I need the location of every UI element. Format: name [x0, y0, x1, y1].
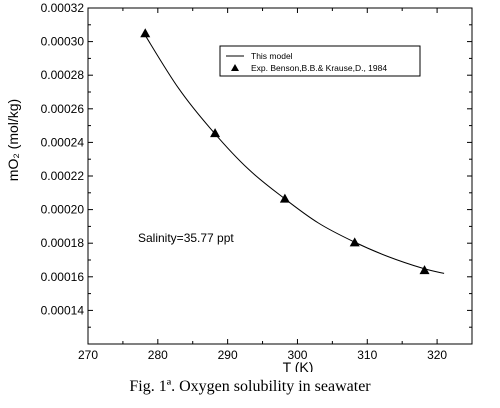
experimental-data-point [419, 265, 430, 275]
salinity-annotation: Salinity=35.77 ppt [138, 231, 234, 245]
legend-triangle-marker [231, 64, 239, 71]
legend-box [219, 45, 421, 77]
legend-label-this-model: This model [251, 51, 293, 61]
y-tick-label: 0.00026 [41, 102, 85, 116]
y-tick-label: 0.00022 [41, 169, 85, 183]
experimental-data-point [140, 28, 151, 38]
y-axis-title: mO₂ (mol/kg) [5, 99, 21, 181]
x-tick-label: 290 [218, 348, 238, 362]
x-tick-label: 320 [427, 348, 447, 362]
experimental-data-point [279, 193, 290, 203]
y-tick-label: 0.00014 [41, 303, 85, 317]
y-tick-label: 0.00028 [41, 68, 85, 82]
x-tick-label: 280 [148, 348, 168, 362]
y-tick-label: 0.00024 [41, 135, 85, 149]
x-tick-label: 310 [357, 348, 377, 362]
legend-label-experimental: Exp. Benson,B.B.& Krause,D., 1984 [251, 63, 387, 73]
experimental-data-point [349, 237, 360, 247]
y-tick-labels: 0.00014 0.00016 0.00018 0.00020 0.00022 0.000… [41, 1, 85, 317]
x-tick-label: 300 [287, 348, 307, 362]
experimental-data-point [210, 128, 221, 138]
y-tick-label: 0.00016 [41, 270, 85, 284]
series-line-this-model [143, 32, 445, 274]
series-markers-experimental [140, 28, 430, 275]
y-tick-label: 0.00018 [41, 236, 85, 250]
y-tick-label: 0.00030 [41, 35, 85, 49]
chart: 270 280 290 300 310 320 0.00014 0.00016 0.00018… [5, 1, 473, 372]
axis-ticks [87, 7, 472, 344]
y-tick-label: 0.00032 [41, 1, 85, 15]
y-tick-label: 0.00020 [41, 203, 85, 217]
x-tick-labels: 270 280 290 300 310 320 [78, 348, 447, 362]
legend: This model Exp. Benson,B.B.& Krause,D., … [219, 45, 421, 77]
x-tick-label: 270 [78, 348, 98, 362]
x-axis-title: T (K) [283, 359, 314, 372]
figure-caption: Fig. 1ª. Oxygen solubility in seawater [129, 378, 371, 395]
